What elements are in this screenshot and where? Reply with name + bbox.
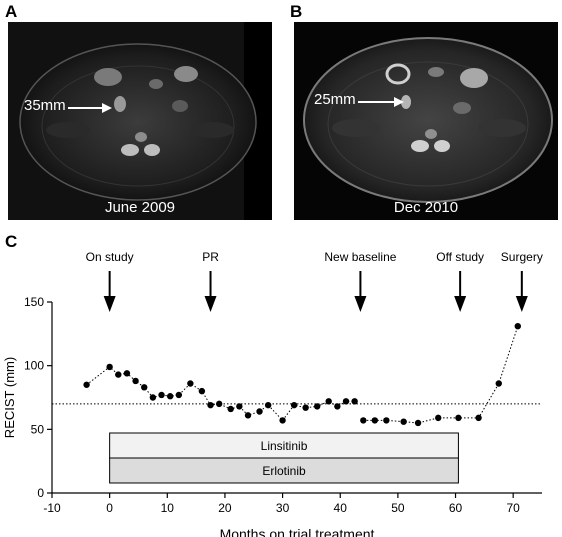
mri-image-june-2009: 35mm June 2009 bbox=[8, 22, 272, 220]
x-tick-label: 50 bbox=[391, 501, 405, 515]
x-tick-label: 0 bbox=[106, 501, 113, 515]
series-line-2 bbox=[363, 326, 519, 424]
data-point bbox=[435, 414, 442, 422]
x-tick-label: 60 bbox=[449, 501, 463, 515]
data-point bbox=[158, 391, 165, 399]
data-point bbox=[334, 403, 341, 410]
data-point bbox=[83, 381, 90, 388]
event-label-pr: PR bbox=[202, 250, 219, 264]
panel-b-letter: B bbox=[290, 2, 303, 21]
y-tick-label: 50 bbox=[31, 422, 45, 436]
x-tick-label: 30 bbox=[276, 501, 290, 515]
event-label-surgery: Surgery bbox=[501, 250, 543, 264]
x-tick-label: 70 bbox=[506, 501, 520, 515]
data-point bbox=[244, 412, 252, 419]
data-point bbox=[313, 403, 321, 410]
data-point bbox=[279, 417, 286, 424]
x-axis-label: Months on trial treatment bbox=[220, 526, 375, 537]
event-arrow-head-on-study bbox=[103, 296, 116, 312]
x-tick-label: 40 bbox=[334, 501, 348, 515]
treatment-bar-label-erlotinib: Erlotinib bbox=[262, 464, 306, 478]
data-point bbox=[132, 377, 139, 385]
measurement-label-25mm: 25mm bbox=[314, 91, 356, 108]
x-tick-label: 10 bbox=[161, 501, 175, 515]
event-label-new-baseline: New baseline bbox=[324, 250, 396, 264]
data-point bbox=[236, 403, 243, 410]
data-point bbox=[400, 418, 407, 425]
data-point bbox=[207, 401, 214, 409]
series-line-1 bbox=[86, 366, 355, 422]
data-point bbox=[514, 322, 521, 330]
mri-scan-dec-2010 bbox=[294, 22, 558, 220]
event-arrow-head-surgery bbox=[515, 296, 528, 312]
data-point bbox=[495, 380, 502, 387]
data-point bbox=[115, 371, 122, 378]
y-tick-label: 0 bbox=[37, 486, 44, 500]
data-point bbox=[383, 417, 390, 424]
y-axis-label: RECIST (mm) bbox=[2, 357, 17, 438]
data-point bbox=[149, 394, 157, 401]
data-point bbox=[141, 384, 148, 391]
data-point bbox=[302, 404, 309, 411]
data-point bbox=[351, 398, 358, 405]
event-arrow-head-pr bbox=[204, 296, 217, 312]
data-point bbox=[123, 370, 131, 377]
data-point bbox=[106, 363, 113, 371]
data-point bbox=[175, 391, 183, 399]
treatment-bar-label-linsitinib: Linsitinib bbox=[261, 439, 308, 453]
data-point bbox=[227, 405, 234, 413]
panel-c-letter: C bbox=[5, 232, 18, 251]
data-point bbox=[342, 398, 350, 405]
event-label-off-study: Off study bbox=[436, 250, 484, 264]
data-point bbox=[414, 419, 422, 427]
y-tick-label: 150 bbox=[24, 295, 44, 309]
measurement-label-35mm: 35mm bbox=[24, 97, 66, 114]
data-point bbox=[455, 414, 462, 422]
panel-a-letter: A bbox=[5, 2, 18, 21]
data-point bbox=[371, 417, 379, 424]
event-label-on-study: On study bbox=[86, 250, 134, 264]
arrow-head-25mm bbox=[394, 97, 404, 107]
data-point bbox=[198, 387, 206, 395]
x-tick-label: 20 bbox=[218, 501, 232, 515]
treatment-bar-erlotinib bbox=[109, 457, 459, 484]
data-point bbox=[166, 393, 174, 400]
mri-image-dec-2010: 25mm Dec 2010 bbox=[294, 22, 558, 220]
event-arrow-head-new-baseline bbox=[354, 296, 367, 312]
data-point bbox=[264, 401, 272, 409]
data-point bbox=[290, 401, 298, 409]
mri-date-june-2009: June 2009 bbox=[104, 199, 176, 216]
event-arrow-head-off-study bbox=[454, 296, 467, 312]
x-tick-label: -10 bbox=[43, 501, 61, 515]
data-point bbox=[256, 408, 263, 415]
data-point bbox=[187, 380, 194, 387]
arrow-head-35mm bbox=[102, 103, 112, 113]
treatment-bar-linsitinib bbox=[109, 432, 459, 459]
data-point bbox=[325, 398, 332, 405]
data-point bbox=[360, 417, 367, 424]
data-point bbox=[475, 414, 482, 422]
mri-scan-june-2009 bbox=[8, 22, 272, 220]
data-point bbox=[215, 400, 223, 408]
y-tick-label: 100 bbox=[24, 359, 44, 373]
mri-date-dec-2010: Dec 2010 bbox=[393, 199, 459, 216]
